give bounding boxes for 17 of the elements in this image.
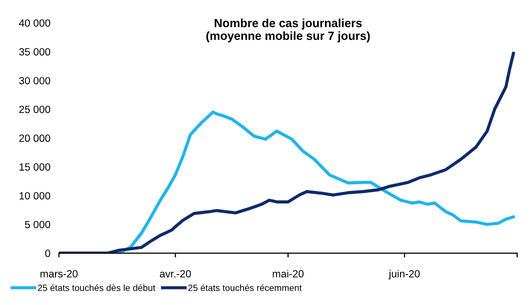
x-tick-label: mars-20 (40, 270, 78, 278)
legend-label: 25 états touchés récemment (188, 284, 302, 292)
y-tick-label: 40 000 (18, 19, 50, 27)
y-tick-label: 0 (45, 250, 50, 258)
y-tick-label: 15 000 (20, 163, 50, 171)
y-tick-label: 25 000 (19, 106, 50, 114)
legend-label: 25 états touchés dès le début (38, 284, 156, 292)
line-series (58, 52, 515, 254)
x-tick-label: avr.-20 (160, 270, 191, 278)
y-tick-label: 30 000 (19, 76, 50, 84)
x-tick-label: mai-20 (272, 270, 304, 278)
y-tick-label: 5 000 (24, 220, 50, 228)
y-tick-label: 35 000 (19, 48, 50, 56)
y-tick-label: 10 000 (20, 192, 50, 200)
x-tick-label: juin-20 (388, 270, 420, 280)
y-tick-label: 20 000 (19, 134, 50, 142)
chart-title: Nombre de cas journaliers (moyenne mobile sur 7 jours) (206, 18, 370, 42)
